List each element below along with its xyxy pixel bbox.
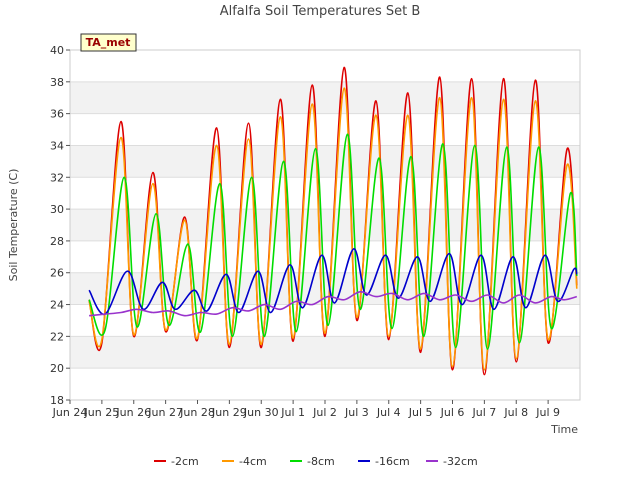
x-tick-label: Jun 27 [147,406,183,419]
x-tick-label: Jun 28 [179,406,215,419]
legend-label: -4cm [239,455,267,468]
series-line-2cm [88,66,578,376]
annotation-label: TA_met [86,36,131,49]
x-tick-label: Jul 4 [376,406,401,419]
y-tick-label: 24 [50,299,64,312]
legend-item: -16cm [358,455,410,468]
y-axis-label: Soil Temperature (C) [7,169,20,282]
x-tick-label: Jun 29 [211,406,247,419]
series-line-4cm [88,87,578,371]
x-tick-label: Jun 25 [84,406,120,419]
x-tick-label: Jul 6 [440,406,465,419]
y-tick-label: 32 [50,171,64,184]
legend-item: -32cm [426,455,478,468]
y-tick-label: 34 [50,139,64,152]
grid-band [70,336,580,369]
series-line-32cm [89,291,578,317]
x-tick-label: Jun 26 [115,406,151,419]
legend: -2cm -4cm -8cm -16cm -32cm [154,455,478,468]
y-tick-label: 28 [50,235,64,248]
x-tick-label: Jul 5 [408,406,433,419]
series-line-8cm [88,133,578,350]
legend-label: -32cm [443,455,478,468]
annotation-box: TA_met [80,33,137,52]
x-tick-label: Jul 7 [471,406,496,419]
legend-label: -2cm [171,455,199,468]
chart-title: Alfalfa Soil Temperatures Set B [220,4,421,19]
x-tick-label: Jun 30 [243,406,279,419]
y-tick-label: 20 [50,362,64,375]
y-tick-label: 26 [50,267,64,280]
grid-band [70,145,580,178]
x-tick-label: Jul 3 [344,406,369,419]
y-axis-ticks: 18 20 22 24 26 28 30 32 34 36 38 40 [50,44,70,407]
y-tick-label: 40 [50,44,64,57]
x-tick-label: Jul 1 [280,406,305,419]
legend-label: -8cm [307,455,335,468]
legend-item: -8cm [290,455,335,468]
y-tick-label: 36 [50,108,64,121]
y-tick-label: 18 [50,394,64,407]
legend-label: -16cm [375,455,410,468]
y-tick-label: 30 [50,203,64,216]
legend-item: -4cm [222,455,267,468]
x-tick-label: Jul 2 [312,406,337,419]
series-line-16cm [88,248,578,315]
x-tick-label: Jul 9 [535,406,560,419]
grid-band [70,81,580,114]
x-tick-label: Jun 24 [52,406,88,419]
x-tick-label: Jul 8 [503,406,528,419]
legend-item: -2cm [154,455,199,468]
y-tick-label: 22 [50,330,64,343]
x-axis-label: Time [550,423,578,436]
y-tick-label: 38 [50,76,64,89]
series-lines [88,66,578,376]
